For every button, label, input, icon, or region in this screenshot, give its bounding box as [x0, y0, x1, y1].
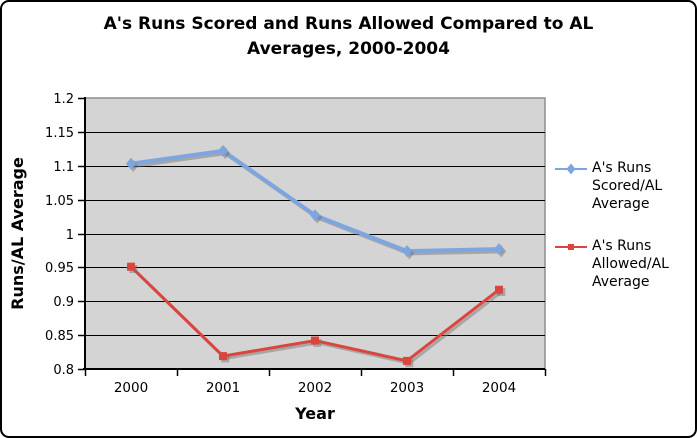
marker-diamond: [402, 245, 412, 258]
marker-diamond: [310, 209, 320, 222]
marker-square: [311, 336, 319, 345]
legend-diamond-icon: [555, 163, 587, 175]
x-tick-label: 2000: [114, 380, 148, 396]
legend-square-icon: [555, 244, 587, 250]
x-tick-label: 2004: [482, 380, 516, 396]
chart-title: A's Runs Scored and Runs Allowed Compare…: [103, 14, 594, 59]
chart-legend: A's Runs Scored/AL Average A's Runs Allow…: [554, 159, 695, 315]
y-axis-title: Runs/AL Average: [8, 157, 27, 310]
marker-square: [127, 262, 135, 271]
legend-entry: A's Runs Allowed/AL Average: [554, 237, 695, 291]
plot-background: [84, 97, 546, 370]
marker-diamond: [218, 144, 228, 157]
y-tick-label: 1.2: [53, 92, 74, 107]
x-axis-title: Year: [294, 404, 335, 423]
legend-label: A's Runs Scored/AL Average: [592, 160, 663, 212]
marker-square: [495, 285, 503, 294]
marker-square: [219, 352, 227, 361]
y-tick-label: 1.1: [53, 160, 74, 175]
y-tick-label: 1.15: [45, 126, 74, 141]
x-tick-label: 2002: [298, 380, 332, 396]
y-tick-label: 0.8: [53, 363, 74, 378]
marker-diamond: [494, 243, 504, 256]
y-tick-label: 0.95: [45, 261, 74, 276]
x-tick-label: 2001: [206, 380, 240, 396]
y-tick-label: 0.9: [53, 295, 74, 310]
marker-square: [568, 244, 574, 250]
legend-label: A's Runs Allowed/AL Average: [592, 238, 669, 290]
y-tick-label: 1.05: [45, 194, 74, 209]
marker-diamond: [566, 163, 576, 175]
marker-diamond: [126, 157, 136, 170]
y-tick-label: 1: [66, 228, 74, 243]
legend-entry: A's Runs Scored/AL Average: [554, 159, 695, 213]
marker-square: [403, 356, 411, 365]
y-tick-label: 0.85: [45, 329, 74, 344]
x-tick-label: 2003: [390, 380, 424, 396]
